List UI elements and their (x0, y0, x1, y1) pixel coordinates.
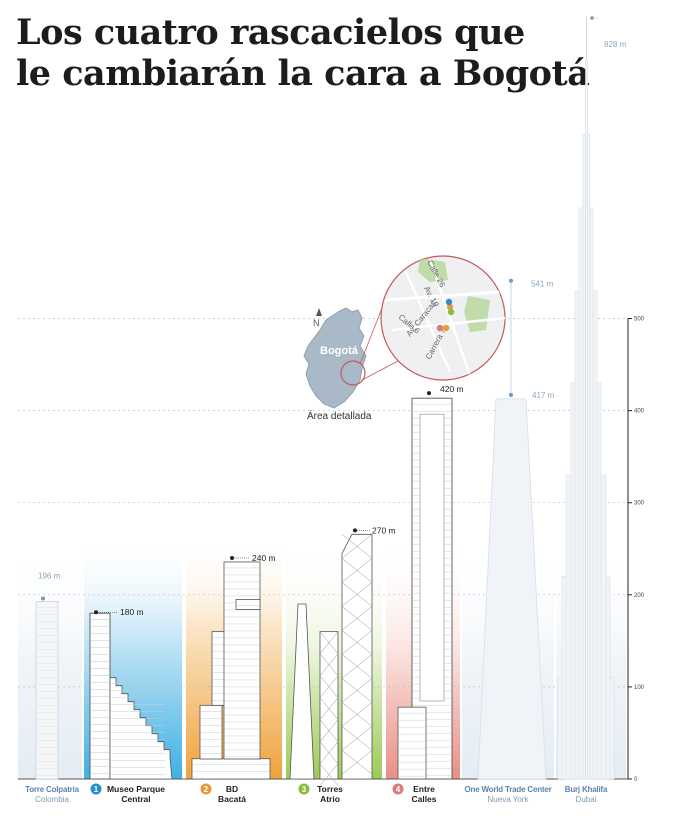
building-name: Museo Parque (107, 784, 165, 794)
map-green-area (464, 296, 490, 332)
building-atrio-small (319, 631, 339, 780)
lattice-line (319, 631, 339, 654)
map-marker-4 (436, 324, 444, 332)
height-label: 240 m (252, 553, 276, 563)
page-title: Los cuatro rascacielos que le cambiarán … (16, 12, 656, 94)
lattice-line (341, 534, 373, 559)
y-tick-label: 200 (634, 593, 645, 599)
lattice-line (319, 697, 339, 720)
building-name: Calles (411, 794, 436, 804)
height-dot (427, 391, 431, 396)
building-name: Central (121, 794, 150, 804)
spire-label: 541 m (531, 280, 554, 289)
bogota-map-shape (303, 307, 367, 409)
number-badge-text: 1 (94, 785, 99, 794)
title-line-2: le cambiarán la cara a Bogotá (16, 53, 590, 94)
building-atrio-south (341, 533, 373, 780)
lattice-line (341, 678, 373, 703)
lattice-line (319, 675, 339, 698)
number-badge (200, 783, 212, 795)
lattice-line (341, 726, 373, 751)
height-label: 180 m (120, 607, 144, 617)
building-torre-colpatria (35, 601, 59, 780)
zoom-line-bottom (361, 359, 401, 381)
north-icon: N (313, 318, 320, 328)
height-label: 270 m (372, 525, 396, 535)
building-location: Dubai (576, 795, 597, 804)
building-name: Torres (317, 784, 343, 794)
map-street (403, 269, 452, 373)
north-arrow-icon (316, 308, 322, 316)
building-location: Colombia (35, 795, 69, 804)
y-tick-label: 300 (634, 501, 645, 507)
building-name: Burj Khalifa (565, 785, 608, 794)
lattice-line (319, 653, 339, 676)
height-dot (230, 555, 234, 560)
lattice-line (341, 582, 373, 607)
number-badge-text: 4 (396, 785, 401, 794)
lattice-line (319, 763, 339, 786)
building-burj-tier (585, 60, 588, 780)
number-badge (90, 783, 102, 795)
height-label: 196 m (38, 571, 61, 580)
building-atrio-north (289, 603, 315, 780)
map-marker-1 (445, 298, 453, 306)
y-tick-label: 500 (634, 317, 645, 323)
height-label: 828 m (604, 40, 627, 49)
map-street (428, 259, 472, 377)
building-entre-podium (397, 706, 427, 780)
height-dot (509, 392, 513, 397)
lattice-line (341, 606, 373, 631)
map-street (391, 316, 505, 332)
title-line-1: Los cuatro rascacielos que (16, 12, 525, 53)
height-dot (94, 610, 98, 615)
lattice-line (341, 750, 373, 775)
building-name: One World Trade Center (464, 785, 551, 794)
detailed-area-marker (340, 360, 366, 386)
building-one-wtc (477, 398, 547, 780)
map-marker-2 (446, 303, 454, 311)
number-badge (298, 783, 310, 795)
lattice-line (341, 702, 373, 727)
lattice-line (319, 741, 339, 764)
height-dot (41, 596, 45, 601)
number-badge-text: 2 (204, 785, 209, 794)
building-name: Entre (413, 784, 435, 794)
lattice-line (319, 719, 339, 742)
height-dot (353, 528, 357, 533)
y-tick-label: 100 (634, 685, 645, 691)
building-bacata-block (223, 561, 261, 760)
height-label: 420 m (440, 384, 464, 394)
lattice-line (341, 630, 373, 655)
map-marker-4b (442, 324, 450, 332)
building-name: Torre Colpatria (25, 785, 80, 794)
map-inset: Bogotá N Área detallada Calle 26 Av. 19 … (303, 255, 506, 422)
map-marker-3 (447, 308, 455, 316)
building-name: BD (226, 784, 238, 794)
lattice-line (341, 558, 373, 583)
height-label: 417 m (532, 391, 555, 400)
lattice-line (341, 654, 373, 679)
building-location: Nueva York (488, 795, 530, 804)
y-tick-label: 400 (634, 409, 645, 415)
number-badge-text: 3 (302, 785, 307, 794)
building-name: Bacatá (218, 794, 246, 804)
building-bacata-block (235, 599, 261, 610)
building-name: Atrio (320, 794, 340, 804)
map-city-label: Bogotá (320, 345, 359, 357)
spire-dot (509, 278, 513, 283)
building-bacata-block (191, 758, 271, 780)
number-badge (392, 783, 404, 795)
y-tick-label: 0 (634, 777, 638, 783)
area-detail-label: Área detallada (307, 409, 372, 422)
building-entre-core (419, 413, 445, 702)
